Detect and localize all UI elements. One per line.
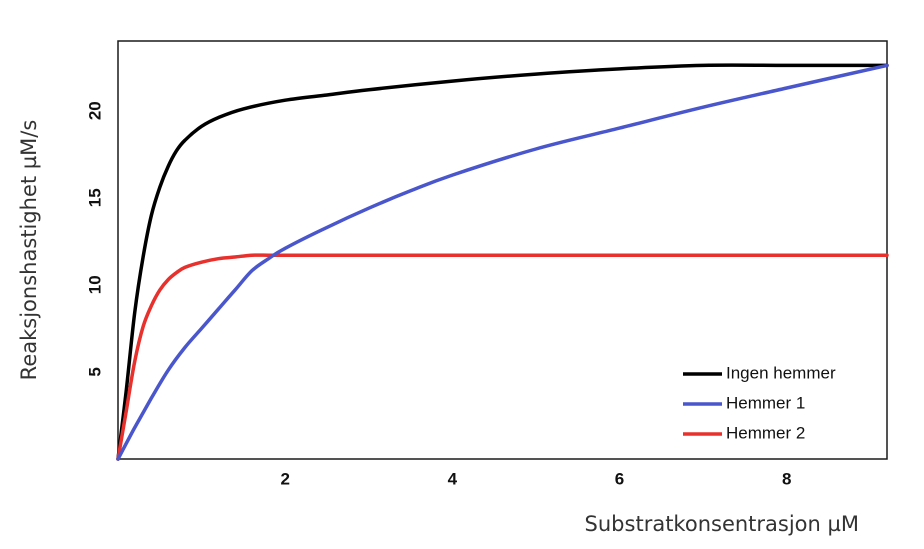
y-axis-label: Reaksjonshastighet µM/s bbox=[17, 120, 41, 381]
x-tick-labels: 2 4 6 8 bbox=[280, 469, 791, 488]
y-tick-label: 10 bbox=[85, 275, 104, 294]
plot-frame bbox=[117, 40, 888, 460]
x-tick-label: 2 bbox=[280, 469, 289, 488]
y-tick-label: 15 bbox=[85, 188, 104, 207]
legend-label-hemmer-1: Hemmer 1 bbox=[726, 393, 805, 412]
x-tick-label: 6 bbox=[615, 469, 624, 488]
x-axis-label: Substratkonsentrasjon µM bbox=[585, 512, 859, 536]
y-tick-labels: 5 10 15 20 bbox=[85, 101, 104, 376]
legend-label-hemmer-2: Hemmer 2 bbox=[726, 423, 805, 442]
series-lines bbox=[116, 63, 889, 461]
series-line-hemmer-1 bbox=[116, 63, 889, 461]
y-tick-label: 20 bbox=[85, 101, 104, 120]
y-tick-label: 5 bbox=[85, 367, 104, 376]
x-tick-label: 4 bbox=[448, 469, 458, 488]
series-line-hemmer-2 bbox=[116, 253, 889, 461]
x-tick-label: 8 bbox=[782, 469, 791, 488]
legend-label-ingen-hemmer: Ingen hemmer bbox=[726, 363, 836, 382]
legend: Ingen hemmer Hemmer 1 Hemmer 2 bbox=[683, 363, 836, 442]
series-line-ingen-hemmer bbox=[116, 63, 889, 461]
